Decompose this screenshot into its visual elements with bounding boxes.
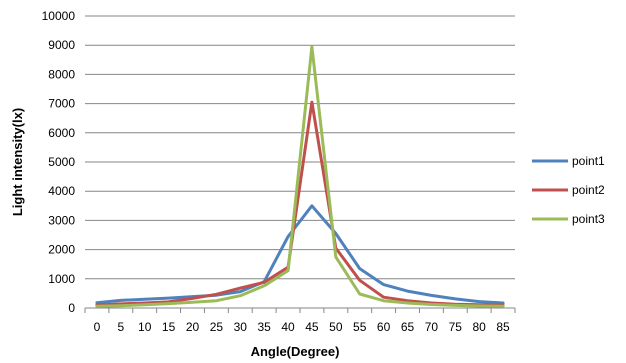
y-tick-label: 4000 bbox=[48, 184, 75, 198]
legend-item-point3: point3 bbox=[532, 212, 605, 226]
x-tick-label: 10 bbox=[138, 320, 152, 334]
y-tick-label: 7000 bbox=[48, 97, 75, 111]
x-tick-label: 25 bbox=[210, 320, 224, 334]
x-tick-label: 20 bbox=[186, 320, 200, 334]
x-axis-title: Angle(Degree) bbox=[251, 344, 340, 359]
y-tick-label: 1000 bbox=[48, 272, 75, 286]
series-line-point3 bbox=[95, 45, 505, 308]
x-tick-label: 45 bbox=[305, 320, 319, 334]
y-tick-label: 2000 bbox=[48, 243, 75, 257]
x-tick-label: 85 bbox=[496, 320, 510, 334]
x-tick-label: 0 bbox=[94, 320, 101, 334]
y-tick-label: 6000 bbox=[48, 126, 75, 140]
x-tick-label: 30 bbox=[234, 320, 248, 334]
legend-label-point3: point3 bbox=[572, 212, 605, 226]
x-tick-label: 55 bbox=[353, 320, 367, 334]
legend-label-point2: point2 bbox=[572, 183, 605, 197]
series-lines bbox=[95, 45, 505, 308]
y-tick-label: 3000 bbox=[48, 213, 75, 227]
y-tick-label: 10000 bbox=[42, 9, 76, 23]
legend-item-point2: point2 bbox=[532, 183, 605, 197]
y-tick-label: 8000 bbox=[48, 67, 75, 81]
x-tick-label: 5 bbox=[117, 320, 124, 334]
x-tick-label: 15 bbox=[162, 320, 176, 334]
x-tick-label: 65 bbox=[401, 320, 415, 334]
legend: point1 point2 point3 bbox=[532, 154, 605, 226]
axes bbox=[84, 307, 516, 313]
x-tick-label: 70 bbox=[425, 320, 439, 334]
x-tick-labels: 0 5 10 15 20 25 30 35 40 45 50 55 60 65 70 75 80 85 bbox=[94, 320, 510, 334]
legend-item-point1: point1 bbox=[532, 154, 605, 168]
y-tick-label: 0 bbox=[68, 301, 75, 315]
x-tick-label: 75 bbox=[449, 320, 463, 334]
y-tick-label: 5000 bbox=[48, 155, 75, 169]
x-tick-label: 60 bbox=[377, 320, 391, 334]
x-tick-label: 35 bbox=[257, 320, 271, 334]
y-axis-title: Light intensity(lx) bbox=[10, 108, 25, 216]
y-tick-label: 9000 bbox=[48, 38, 75, 52]
legend-label-point1: point1 bbox=[572, 154, 605, 168]
series-line-point1 bbox=[95, 204, 505, 305]
y-tick-labels: 0 1000 2000 3000 4000 5000 6000 7000 8000 9000 100… bbox=[42, 9, 76, 315]
x-tick-label: 50 bbox=[329, 320, 343, 334]
x-tick-label: 40 bbox=[281, 320, 295, 334]
x-tick-label: 80 bbox=[472, 320, 486, 334]
